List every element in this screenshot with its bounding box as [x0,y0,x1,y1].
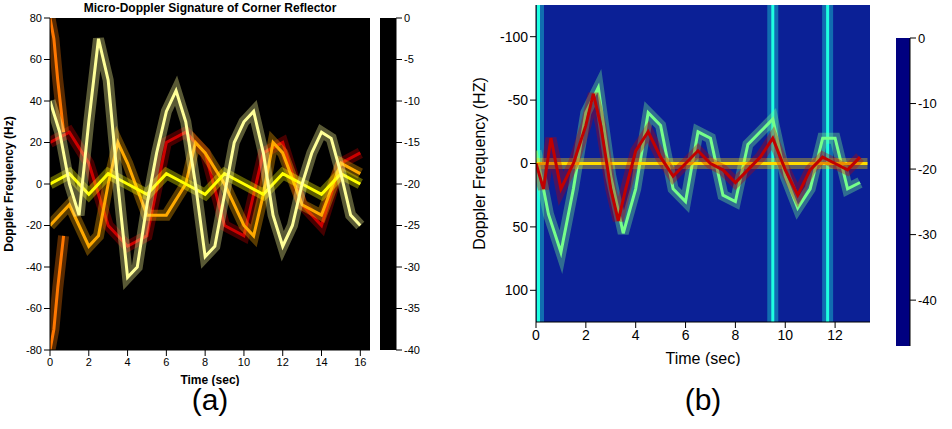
svg-text:14: 14 [315,356,327,368]
svg-text:-30: -30 [918,227,937,242]
svg-text:12: 12 [827,327,843,343]
svg-text:6: 6 [682,327,690,343]
svg-text:12: 12 [277,356,289,368]
svg-text:-35: -35 [404,302,420,314]
svg-text:-15: -15 [404,136,420,148]
svg-text:-5: -5 [404,53,414,65]
html-text:Micro-Doppler Signature of Cor: Micro-Doppler Signature of Corner Reflec… [83,1,337,15]
svg-text:0: 0 [36,178,42,190]
svg-text:0: 0 [404,12,410,24]
svg-text:-20: -20 [26,219,42,231]
svg-text:-40: -40 [404,344,420,356]
svg-text:16: 16 [354,356,366,368]
svg-text:-20: -20 [404,178,420,190]
svg-text:80: 80 [30,12,42,24]
svg-text:-80: -80 [26,344,42,356]
svg-text:0: 0 [532,327,540,343]
svg-text:Time (sec): Time (sec) [666,350,741,366]
svg-text:10: 10 [238,356,250,368]
svg-text:Doppler Frequency (HZ): Doppler Frequency (HZ) [471,77,488,250]
svg-text:100: 100 [505,282,529,298]
svg-text:2: 2 [582,327,590,343]
svg-text:-20: -20 [918,162,937,177]
svg-text:Doppler Frequency (Hz): Doppler Frequency (Hz) [2,116,16,251]
svg-text:4: 4 [125,356,131,368]
svg-text:50: 50 [512,219,528,235]
svg-text:0: 0 [918,31,925,46]
svg-text:6: 6 [163,356,169,368]
svg-text:-100: -100 [500,29,528,45]
svg-text:2: 2 [86,356,92,368]
svg-text:Time (sec): Time (sec) [180,373,240,387]
html-text:(a): (a) [191,383,229,416]
svg-text:-40: -40 [26,261,42,273]
svg-text:40: 40 [30,95,42,107]
svg-text:20: 20 [30,136,42,148]
svg-text:-50: -50 [508,92,528,108]
svg-text:-10: -10 [404,95,420,107]
html-text:(b): (b) [684,383,722,416]
svg-text:0: 0 [47,356,53,368]
svg-text:-10: -10 [918,96,937,111]
svg-text:60: 60 [30,53,42,65]
svg-text:4: 4 [632,327,640,343]
svg-text:-60: -60 [26,302,42,314]
svg-text:-25: -25 [404,219,420,231]
svg-text:10: 10 [777,327,793,343]
svg-text:8: 8 [732,327,740,343]
svg-text:-40: -40 [918,293,937,308]
svg-text:0: 0 [520,155,528,171]
svg-text:-30: -30 [404,261,420,273]
svg-text:8: 8 [202,356,208,368]
